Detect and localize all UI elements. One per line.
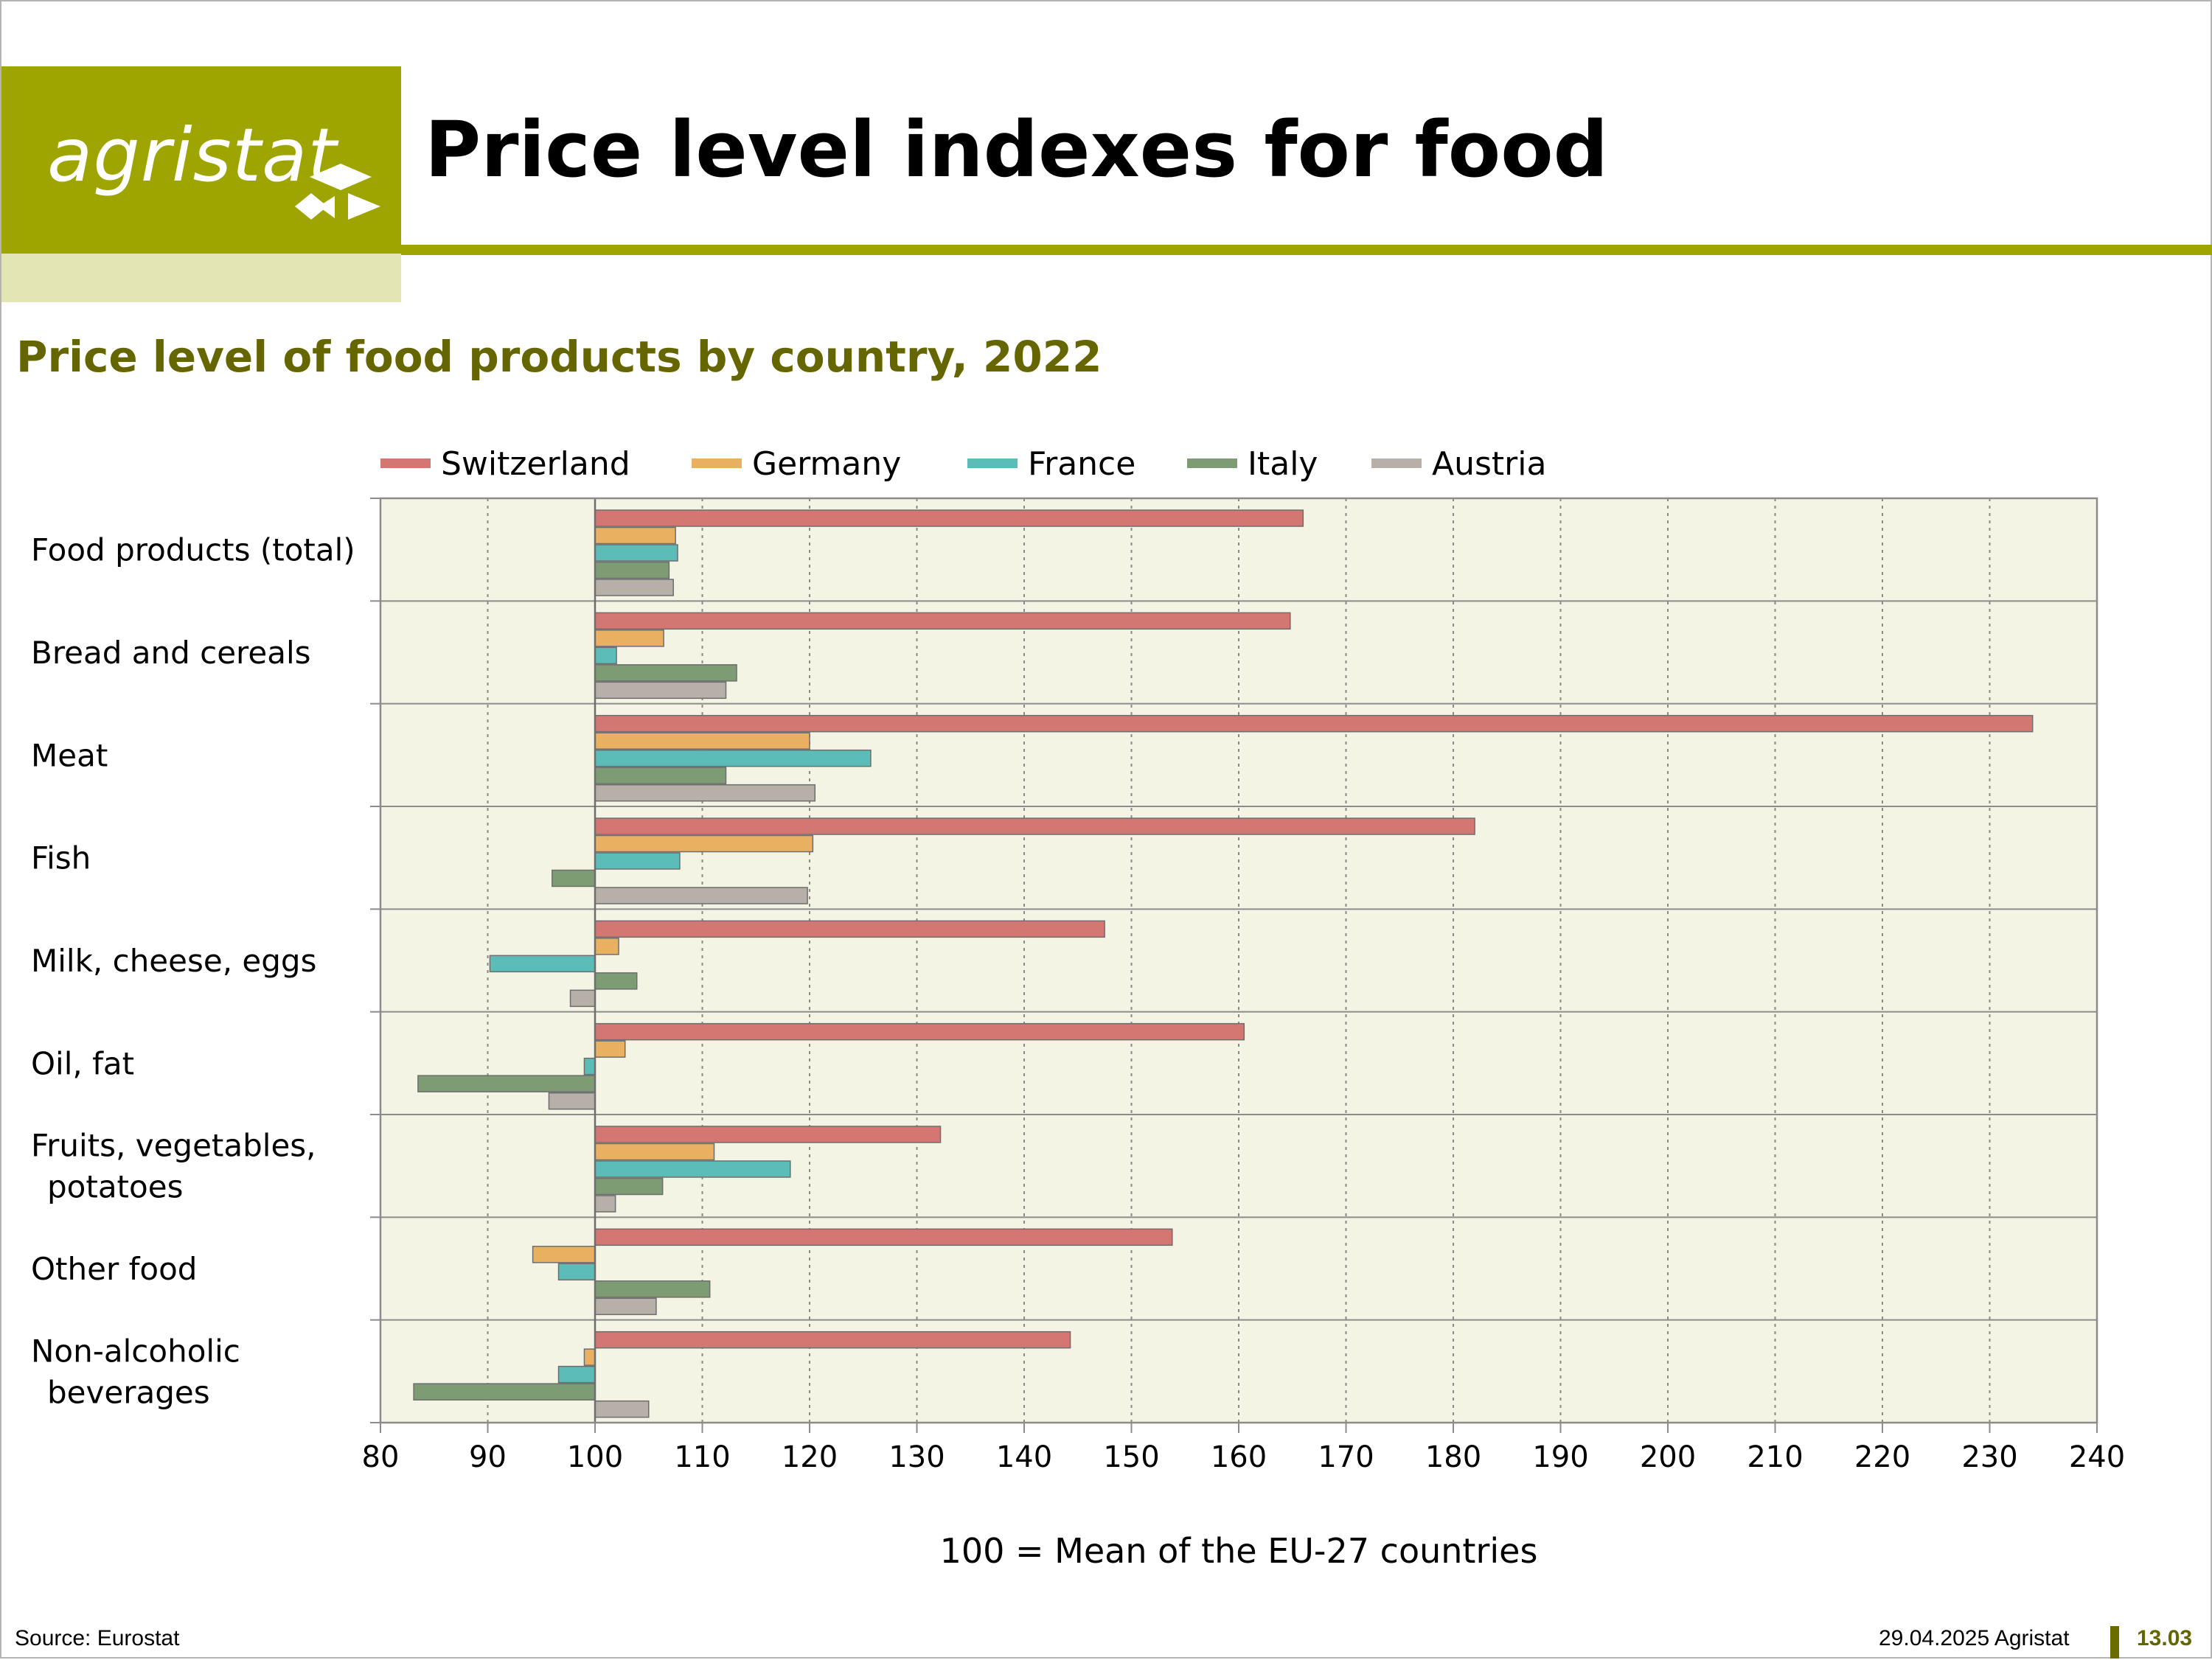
legend-label: Austria (1432, 445, 1546, 483)
x-tick-label: 90 (469, 1440, 507, 1474)
footer-divider (2110, 1626, 2119, 1659)
logo-underlay (1, 254, 401, 302)
legend-swatch-switzerland (380, 458, 431, 468)
bar-germany-6 (594, 1143, 715, 1161)
bar-austria-4 (569, 989, 596, 1008)
x-tick-label: 210 (1747, 1440, 1803, 1474)
bar-germany-7 (532, 1246, 596, 1263)
bar-switzerland-5 (594, 1022, 1245, 1041)
category-label: Milk, cheese, eggs (31, 943, 316, 979)
bar-switzerland-4 (594, 920, 1105, 938)
x-tick-label: 180 (1425, 1440, 1481, 1474)
x-tick-label: 200 (1640, 1440, 1696, 1474)
category-label: potatoes (47, 1169, 183, 1205)
footer-source: Source: Eurostat (15, 1626, 180, 1650)
bar-austria-1 (594, 681, 727, 700)
legend-swatch-austria (1371, 458, 1422, 468)
x-tick-label: 80 (362, 1440, 400, 1474)
x-tick-label: 130 (888, 1440, 945, 1474)
category-label: beverages (47, 1374, 210, 1410)
category-label: Oil, fat (31, 1045, 134, 1081)
bar-germany-5 (594, 1040, 626, 1058)
bar-italy-1 (594, 664, 737, 682)
category-label: Non-alcoholic (31, 1333, 240, 1369)
page-title: Price level indexes for food (425, 105, 1609, 195)
bar-italy-5 (417, 1075, 596, 1092)
bar-switzerland-3 (594, 817, 1475, 835)
bar-france-2 (594, 749, 872, 767)
bar-france-4 (489, 955, 596, 973)
x-tick-label: 110 (674, 1440, 730, 1474)
x-tick-label: 190 (1532, 1440, 1588, 1474)
logo-diamonds-icon (295, 164, 380, 220)
bar-austria-0 (594, 579, 674, 596)
bar-germany-0 (594, 526, 676, 545)
bar-france-6 (594, 1160, 791, 1178)
x-tick-label: 220 (1854, 1440, 1910, 1474)
bar-france-3 (594, 852, 681, 870)
bar-italy-3 (552, 869, 596, 887)
bar-italy-2 (594, 767, 727, 784)
bar-austria-3 (594, 887, 808, 904)
category-label: Food products (total) (31, 532, 355, 568)
bar-austria-8 (594, 1400, 650, 1418)
bar-france-0 (594, 544, 678, 562)
footer-date: 29.04.2025 Agristat (1879, 1626, 2070, 1650)
bar-italy-4 (594, 972, 638, 990)
bar-italy-6 (594, 1177, 664, 1196)
bar-france-1 (594, 646, 617, 665)
legend-label: France (1028, 445, 1135, 483)
logo-text: agristat (47, 112, 338, 198)
bar-switzerland-6 (594, 1126, 942, 1143)
bar-france-7 (557, 1263, 596, 1281)
legend-swatch-france (967, 458, 1018, 468)
footer-page-number: 13.03 (2137, 1626, 2193, 1650)
bar-switzerland-7 (594, 1228, 1173, 1246)
bar-germany-8 (583, 1348, 596, 1366)
bar-austria-5 (548, 1092, 596, 1110)
bar-italy-0 (594, 561, 670, 579)
logo-block (1, 66, 401, 254)
legend-swatch-italy (1187, 458, 1237, 468)
x-tick-label: 140 (996, 1440, 1052, 1474)
bar-austria-7 (594, 1297, 657, 1316)
x-tick-label: 240 (2069, 1440, 2125, 1474)
legend-label: Switzerland (441, 445, 630, 483)
bar-austria-6 (594, 1195, 616, 1213)
x-tick-label: 160 (1211, 1440, 1267, 1474)
bar-italy-7 (594, 1280, 711, 1298)
x-axis-label: 100 = Mean of the EU-27 countries (940, 1531, 1538, 1571)
chart-subtitle: Price level of food products by country,… (16, 332, 1102, 382)
legend-label: Italy (1248, 445, 1318, 483)
bar-france-5 (583, 1057, 596, 1075)
category-label: Fish (31, 840, 91, 876)
header-rule (401, 245, 2212, 255)
bar-switzerland-1 (594, 612, 1291, 630)
bar-germany-4 (594, 938, 619, 955)
x-tick-label: 150 (1103, 1440, 1159, 1474)
category-label: Other food (31, 1251, 197, 1287)
bar-austria-2 (594, 784, 816, 802)
bar-italy-8 (413, 1383, 596, 1401)
category-label: Meat (31, 737, 108, 773)
plot-area (380, 498, 2097, 1423)
bar-germany-1 (594, 630, 664, 647)
category-label: Bread and cereals (31, 635, 311, 671)
category-label: Fruits, vegetables, (31, 1128, 316, 1164)
bar-switzerland-2 (594, 714, 2034, 733)
x-tick-label: 100 (567, 1440, 623, 1474)
x-tick-label: 120 (782, 1440, 838, 1474)
x-tick-label: 230 (1961, 1440, 2017, 1474)
bar-switzerland-8 (594, 1331, 1071, 1349)
x-tick-label: 170 (1318, 1440, 1374, 1474)
legend-swatch-germany (692, 458, 742, 468)
legend-label: Germany (752, 445, 901, 483)
bar-france-8 (557, 1365, 596, 1384)
bar-germany-2 (594, 732, 810, 750)
bar-switzerland-0 (594, 509, 1304, 527)
bar-germany-3 (594, 834, 814, 853)
